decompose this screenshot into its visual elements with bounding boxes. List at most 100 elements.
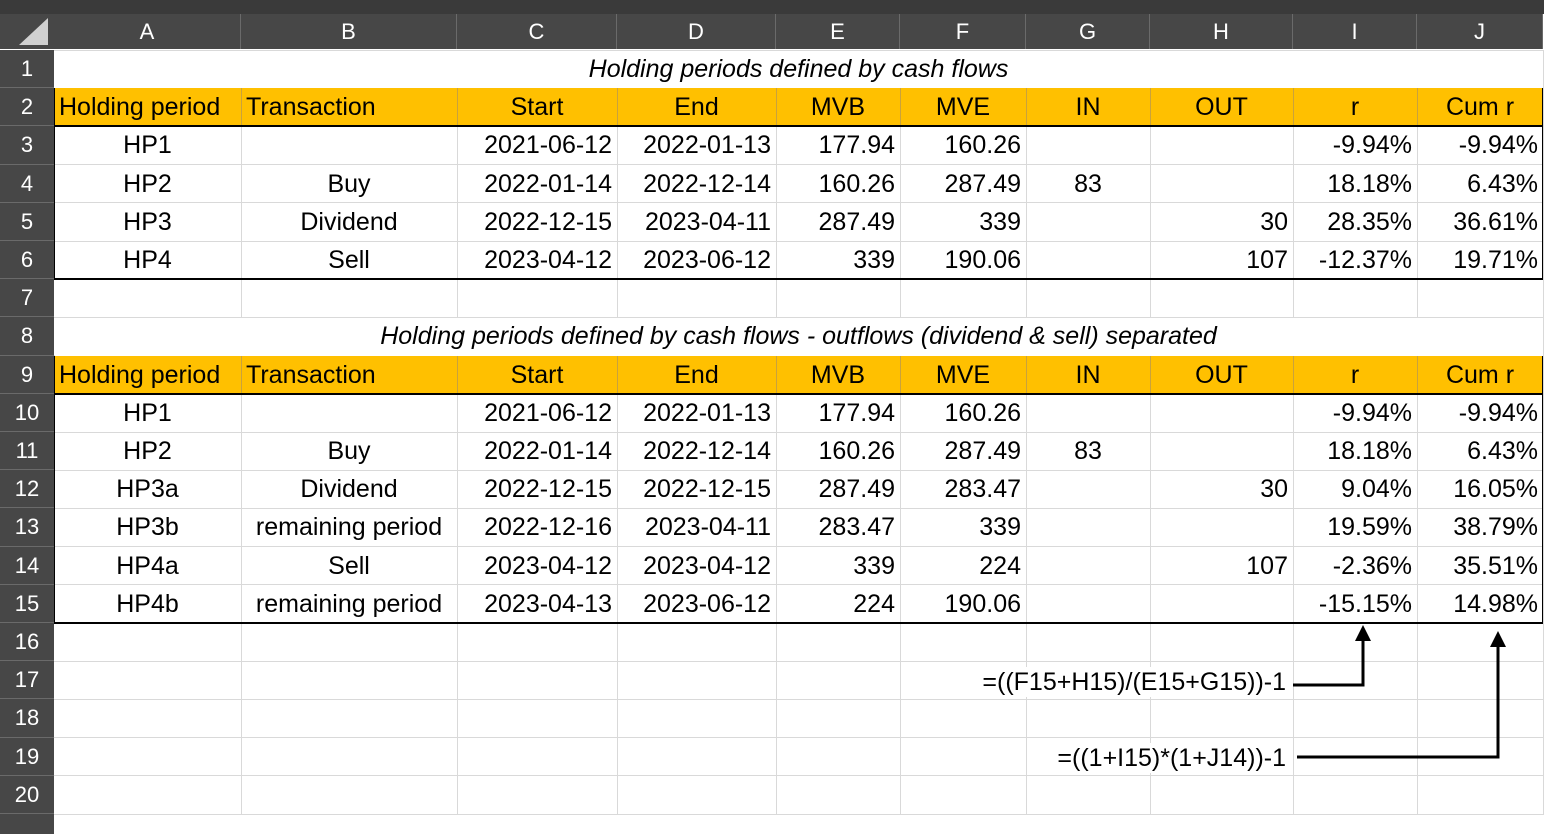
table1-cell-mve[interactable]: 160.26 [944, 131, 1021, 160]
table2-cell-transaction[interactable] [241, 394, 457, 432]
table1-header-end[interactable]: End [674, 93, 719, 122]
column-header-c[interactable]: C [457, 14, 617, 49]
table2-header-r[interactable]: r [1350, 360, 1360, 389]
table1-cell-r[interactable]: 18.18% [1327, 169, 1412, 198]
table1-cell-transaction[interactable]: Dividend [300, 207, 398, 236]
table1-cell-r[interactable]: -12.37% [1318, 246, 1412, 274]
row-header-17[interactable]: 17 [0, 661, 54, 700]
table2-header-end[interactable]: End [674, 360, 719, 389]
table1-cell-start[interactable]: 2021-06-12 [484, 131, 612, 160]
column-header-a[interactable]: A [54, 14, 241, 49]
table1-cell-transaction[interactable]: Buy [327, 169, 371, 198]
table1-cell-start[interactable]: 2022-12-15 [484, 207, 612, 236]
table1-header-transaction[interactable]: Transaction [246, 93, 376, 122]
table2-cell-transaction[interactable]: remaining period [255, 513, 443, 542]
table2-cell-holding-period[interactable]: HP4a [116, 551, 179, 580]
table1-cell-mvb[interactable]: 160.26 [818, 169, 895, 198]
table2-cell-r[interactable]: -15.15% [1318, 589, 1412, 618]
table2-cell-in[interactable] [1026, 547, 1150, 585]
table1-cell-out[interactable]: 107 [1246, 246, 1288, 274]
table1-cell-transaction[interactable] [241, 126, 457, 164]
table1-cell-holding-period[interactable]: HP2 [123, 169, 172, 198]
row-header-18[interactable]: 18 [0, 699, 54, 738]
table1-cell-holding-period[interactable]: HP1 [123, 131, 172, 160]
table1-cell-out[interactable] [1150, 126, 1293, 164]
table1-cell-end[interactable]: 2023-06-12 [643, 246, 771, 274]
table2-cell-end[interactable]: 2022-12-14 [643, 437, 771, 465]
table1-header-mve[interactable]: MVE [935, 93, 991, 122]
table1-cell-mvb[interactable]: 339 [853, 246, 895, 274]
table2-cell-transaction[interactable]: remaining period [255, 589, 443, 618]
table1-cell-cum-r[interactable]: 6.43% [1467, 169, 1538, 198]
table1-cell-r[interactable]: 28.35% [1327, 207, 1412, 236]
table2-header-cum-r[interactable]: Cum r [1445, 360, 1515, 389]
table2-cell-holding-period[interactable]: HP3a [116, 475, 179, 504]
table2-cell-cum-r[interactable]: 6.43% [1467, 437, 1538, 465]
table2-header-holding-period[interactable]: Holding period [59, 360, 221, 389]
column-header-g[interactable]: G [1026, 14, 1150, 49]
select-all-corner[interactable] [0, 14, 54, 49]
table1-cell-mve[interactable]: 287.49 [944, 169, 1021, 198]
table2-cell-holding-period[interactable]: HP1 [123, 398, 172, 427]
table2-cell-in[interactable] [1026, 508, 1150, 546]
row-header-15[interactable]: 15 [0, 584, 54, 623]
table2-cell-start[interactable]: 2023-04-12 [484, 551, 612, 580]
row-header-4[interactable]: 4 [0, 164, 54, 203]
table2-cell-out[interactable] [1150, 432, 1293, 470]
table1-cell-start[interactable]: 2023-04-12 [484, 246, 612, 274]
column-header-f[interactable]: F [900, 14, 1026, 49]
table2-cell-transaction[interactable]: Buy [327, 437, 371, 465]
table2-cell-mve[interactable]: 190.06 [944, 589, 1021, 618]
table1-cell-in[interactable]: 83 [1074, 169, 1102, 198]
row-header-8[interactable]: 8 [0, 317, 54, 356]
table1-cell-mve[interactable]: 339 [979, 207, 1021, 236]
table2-cell-out[interactable] [1150, 508, 1293, 546]
table1-header-in[interactable]: IN [1075, 93, 1101, 122]
table2-cell-cum-r[interactable]: 35.51% [1453, 551, 1538, 580]
table1-cell-end[interactable]: 2022-12-14 [643, 169, 771, 198]
table2-header-mve[interactable]: MVE [935, 360, 991, 389]
row-header-6[interactable]: 6 [0, 241, 54, 280]
table1-cell-cum-r[interactable]: 36.61% [1453, 207, 1538, 236]
row-header-14[interactable]: 14 [0, 546, 54, 585]
table2-header-out[interactable]: OUT [1195, 360, 1248, 389]
table2-cell-start[interactable]: 2022-12-16 [484, 513, 612, 542]
table2-cell-end[interactable]: 2022-12-15 [643, 475, 771, 504]
row-header-2[interactable]: 2 [0, 88, 54, 127]
table1-header-mvb[interactable]: MVB [810, 93, 866, 122]
table1-cell-cum-r[interactable]: -9.94% [1458, 131, 1538, 160]
row-header-3[interactable]: 3 [0, 126, 54, 165]
row-header-10[interactable]: 10 [0, 393, 54, 432]
row-header-1[interactable]: 1 [0, 50, 54, 89]
table2-cell-mvb[interactable]: 224 [853, 589, 895, 618]
table2-cell-mvb[interactable]: 287.49 [818, 475, 895, 504]
table2-cell-out[interactable] [1150, 394, 1293, 432]
table2-cell-out[interactable]: 107 [1246, 551, 1288, 580]
table2-cell-start[interactable]: 2021-06-12 [484, 398, 612, 427]
table1-cell-end[interactable]: 2022-01-13 [643, 131, 771, 160]
table2-header-transaction[interactable]: Transaction [246, 360, 376, 389]
table2-cell-cum-r[interactable]: 14.98% [1453, 589, 1538, 618]
row-header-13[interactable]: 13 [0, 508, 54, 547]
table2-cell-transaction[interactable]: Sell [328, 551, 370, 580]
table2-cell-end[interactable]: 2023-04-11 [644, 513, 771, 542]
table1-cell-in[interactable] [1026, 241, 1150, 279]
table1-cell-holding-period[interactable]: HP4 [123, 246, 172, 274]
table1-cell-cum-r[interactable]: 19.71% [1453, 246, 1538, 274]
table2-cell-transaction[interactable]: Dividend [300, 475, 398, 504]
table2-cell-mve[interactable]: 283.47 [944, 475, 1021, 504]
table2-cell-holding-period[interactable]: HP2 [123, 437, 172, 465]
table1-header-r[interactable]: r [1350, 93, 1360, 122]
table1-cell-out[interactable]: 30 [1260, 207, 1288, 236]
table2-header-mvb[interactable]: MVB [810, 360, 866, 389]
table2-cell-end[interactable]: 2022-01-13 [643, 398, 771, 427]
table2-cell-end[interactable]: 2023-06-12 [643, 589, 771, 618]
table1-cell-r[interactable]: -9.94% [1332, 131, 1412, 160]
column-header-j[interactable]: J [1417, 14, 1543, 49]
table2-cell-mvb[interactable]: 283.47 [818, 513, 895, 542]
table1-header-holding-period[interactable]: Holding period [59, 93, 221, 122]
table2-cell-start[interactable]: 2022-01-14 [484, 437, 612, 465]
row-header-12[interactable]: 12 [0, 470, 54, 509]
row-header-20[interactable]: 20 [0, 775, 54, 814]
table2-cell-r[interactable]: 18.18% [1327, 437, 1412, 465]
